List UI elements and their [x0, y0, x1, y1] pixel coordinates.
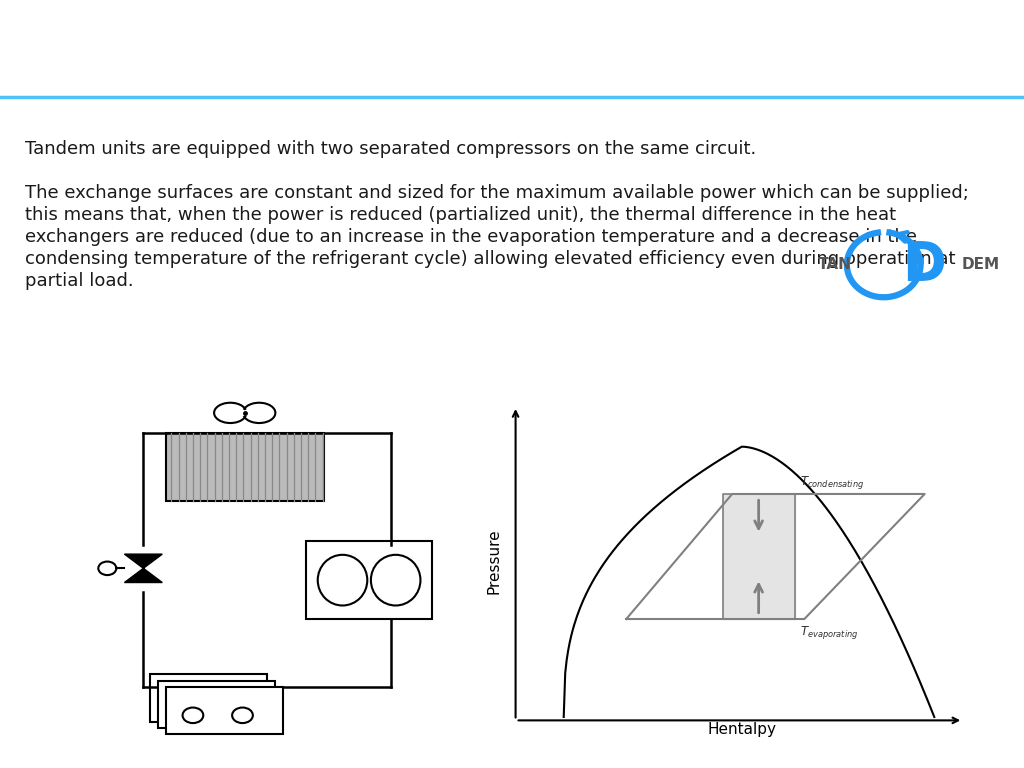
- Text: ERA-C C/F/H: ERA-C C/F/H: [20, 25, 263, 59]
- Ellipse shape: [371, 554, 421, 605]
- Bar: [150, 674, 267, 722]
- Bar: [305, 541, 432, 619]
- Text: $T_{condensating}$: $T_{condensating}$: [800, 474, 864, 491]
- Polygon shape: [723, 494, 795, 619]
- Bar: [166, 433, 324, 501]
- Text: 25: 25: [982, 743, 1004, 762]
- Text: $T_{evaporating}$: $T_{evaporating}$: [800, 624, 858, 641]
- Bar: [166, 687, 283, 734]
- Text: Pressure: Pressure: [486, 528, 502, 594]
- Text: TAN: TAN: [817, 257, 852, 272]
- Text: U  UNIFLAIR™: U UNIFLAIR™: [800, 33, 993, 57]
- Text: MAIN FEATURES: TANDEM CIRCUIT: MAIN FEATURES: TANDEM CIRCUIT: [20, 72, 290, 86]
- Bar: [158, 680, 274, 728]
- Text: The exchange surfaces are constant and sized for the maximum available power whi: The exchange surfaces are constant and s…: [25, 184, 969, 203]
- Text: Hentalpy: Hentalpy: [708, 722, 776, 737]
- Text: Tandem units are equipped with two separated compressors on the same circuit.: Tandem units are equipped with two separ…: [25, 140, 757, 157]
- Text: partial load.: partial load.: [25, 272, 133, 290]
- Polygon shape: [125, 554, 162, 582]
- Text: exchangers are reduced (due to an increase in the evaporation temperature and a : exchangers are reduced (due to an increa…: [25, 228, 918, 247]
- Text: condensing temperature of the refrigerant cycle) allowing elevated efficiency ev: condensing temperature of the refrigeran…: [25, 250, 955, 268]
- Text: D: D: [902, 239, 946, 291]
- Text: this means that, when the power is reduced (partialized unit), the thermal diffe: this means that, when the power is reduc…: [25, 207, 896, 224]
- Ellipse shape: [317, 554, 368, 605]
- Text: DEM: DEM: [963, 257, 1000, 272]
